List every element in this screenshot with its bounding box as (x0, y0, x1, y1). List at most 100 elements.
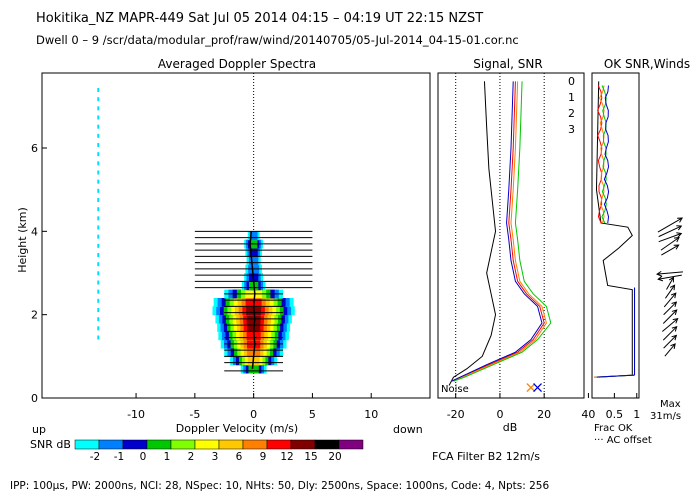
spectra-cell (248, 364, 259, 374)
left-trace-mark (97, 253, 100, 257)
colorbar-swatch (146, 439, 172, 450)
wind-barb (665, 284, 675, 299)
signal-series-signal3 (451, 81, 543, 382)
beam-trace (601, 85, 607, 224)
left-trace-mark (97, 234, 100, 239)
doppler-panel-title: Averaged Doppler Spectra (158, 57, 316, 71)
left-trace-mark (97, 207, 100, 212)
x-tick-label: 5 (309, 408, 316, 421)
wind-barb-head (671, 309, 678, 315)
beam-label: 1 (568, 91, 575, 104)
colorbar-tick-label: 1 (164, 451, 171, 463)
doppler-ylabel: Height (km) (16, 207, 29, 273)
signal-marker (526, 383, 536, 393)
wind-barb-head (656, 270, 662, 277)
left-trace-mark (97, 317, 100, 322)
winds-x-tick-label: 1 (633, 408, 640, 421)
wind-barb (662, 309, 678, 324)
down-label: down (393, 423, 423, 436)
signal-x-tick-label: 0 (496, 408, 503, 421)
frac-ok-line (595, 81, 633, 378)
colorbar-tick-label: 6 (236, 451, 243, 463)
wind-barb-head (673, 236, 680, 243)
left-trace-mark (97, 225, 100, 230)
signal-series-signal1 (451, 81, 547, 382)
left-trace-mark (97, 308, 100, 312)
snr-db-label: SNR dB (30, 438, 71, 451)
colorbar-swatch (122, 439, 148, 450)
signal-x-tick-label: 40 (581, 408, 595, 421)
x-tick-label: -10 (127, 408, 145, 421)
wind-barb (663, 335, 677, 349)
left-trace-mark (97, 161, 100, 166)
left-trace-mark (97, 271, 100, 276)
ac-offset-label: ··· AC offset (594, 435, 652, 446)
wind-barb-head (673, 244, 680, 250)
wind-barb (664, 343, 676, 357)
wind-barb-head (671, 325, 678, 332)
beam-label: 2 (568, 107, 575, 120)
winds-panel-title: OK SNR,Winds (604, 57, 690, 71)
wind-barb-head (669, 284, 676, 291)
colorbar-tick-label: 12 (280, 451, 293, 463)
mean-velocity-line (249, 231, 256, 369)
x-tick-label: 10 (364, 408, 378, 421)
left-trace-mark (97, 179, 100, 184)
wind-barb-head (671, 334, 678, 341)
signal-panel-frame (437, 72, 585, 399)
doppler-xlabel: Doppler Velocity (m/s) (176, 422, 298, 435)
signal-x-tick-label: 20 (537, 408, 551, 421)
wind-barb (658, 225, 682, 238)
wind-barb (663, 292, 677, 308)
signal-xlabel: dB (503, 421, 518, 434)
left-trace-mark (97, 198, 100, 202)
y-tick-label: 0 (31, 392, 38, 405)
wind-barb (662, 318, 678, 332)
wind-barb (662, 326, 678, 341)
colorbar-tick-label: 20 (328, 451, 341, 463)
left-trace-mark (97, 280, 100, 285)
y-tick-label: 4 (31, 225, 38, 238)
wind-barb-head (670, 292, 677, 299)
left-trace-mark (97, 262, 100, 267)
wind-barb (661, 244, 679, 256)
left-trace-mark (97, 335, 100, 340)
noise-label: Noise (441, 384, 469, 395)
wind-barb (657, 217, 683, 233)
snr-colorbar: -2 -1 0 1 2 3 6 9 12 15 20 (74, 439, 364, 463)
beam-label: 0 (568, 75, 575, 88)
frac-ok-label: Frac OK (594, 423, 633, 434)
wind-barb (666, 277, 674, 290)
colorbar-tick-label: -1 (114, 451, 124, 463)
signal-series-noise (448, 81, 497, 386)
left-trace-mark (97, 115, 100, 120)
colorbar-tick-label: 2 (188, 451, 195, 463)
y-tick-label: 6 (31, 142, 38, 155)
signal-series-signal0 (451, 81, 545, 382)
wind-barb-head (657, 275, 664, 282)
left-trace-mark (97, 143, 100, 147)
colorbar-tick-label: 0 (140, 451, 147, 463)
chart-subtitle: Dwell 0 – 9 /scr/data/modular_prof/raw/w… (36, 33, 519, 47)
winds-x-tick-label: 0.5 (606, 408, 624, 421)
colorbar-swatch (98, 439, 124, 450)
beam-trace (603, 85, 610, 224)
max-value: 31m/s (650, 411, 681, 422)
beam-label: 3 (568, 123, 575, 136)
colorbar-swatch (194, 439, 220, 450)
wind-barb-head (676, 225, 683, 231)
left-trace-mark (97, 97, 100, 102)
up-label: up (32, 423, 46, 436)
spectra-cell (248, 256, 259, 266)
left-trace-mark (97, 298, 100, 303)
colorbar-swatch (266, 439, 292, 450)
signal-series-signal2 (453, 81, 552, 382)
wind-barb (658, 233, 682, 243)
max-label: Max (660, 399, 681, 410)
colorbar-swatch (314, 439, 340, 450)
left-trace-mark (97, 106, 100, 111)
wind-barb-head (677, 217, 684, 223)
spectra-cell (249, 248, 258, 257)
colorbar-swatch (242, 439, 268, 450)
left-trace-mark (97, 124, 100, 129)
